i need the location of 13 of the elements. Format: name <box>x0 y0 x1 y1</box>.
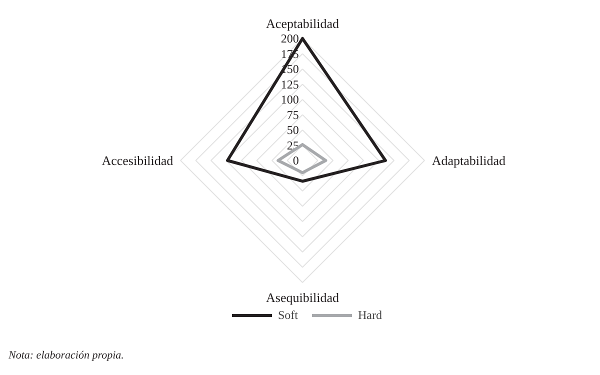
y-tick-label: 100 <box>280 92 299 106</box>
legend-label: Soft <box>278 308 298 322</box>
y-tick-label: 50 <box>286 123 299 137</box>
y-tick-label: 200 <box>280 32 299 46</box>
spoke-label: Accesibilidad <box>102 153 174 168</box>
spoke-label: Adaptabilidad <box>432 153 506 168</box>
y-tick-label: 0 <box>292 154 299 168</box>
y-tick-label: 75 <box>286 108 299 122</box>
legend-label: Hard <box>358 308 382 322</box>
spoke-label: Aceptabilidad <box>266 16 340 32</box>
text: Nota: elaboración propia. <box>8 350 124 362</box>
y-tick-label: 125 <box>280 77 299 92</box>
spoke-label: Asequibilidad <box>266 290 340 305</box>
